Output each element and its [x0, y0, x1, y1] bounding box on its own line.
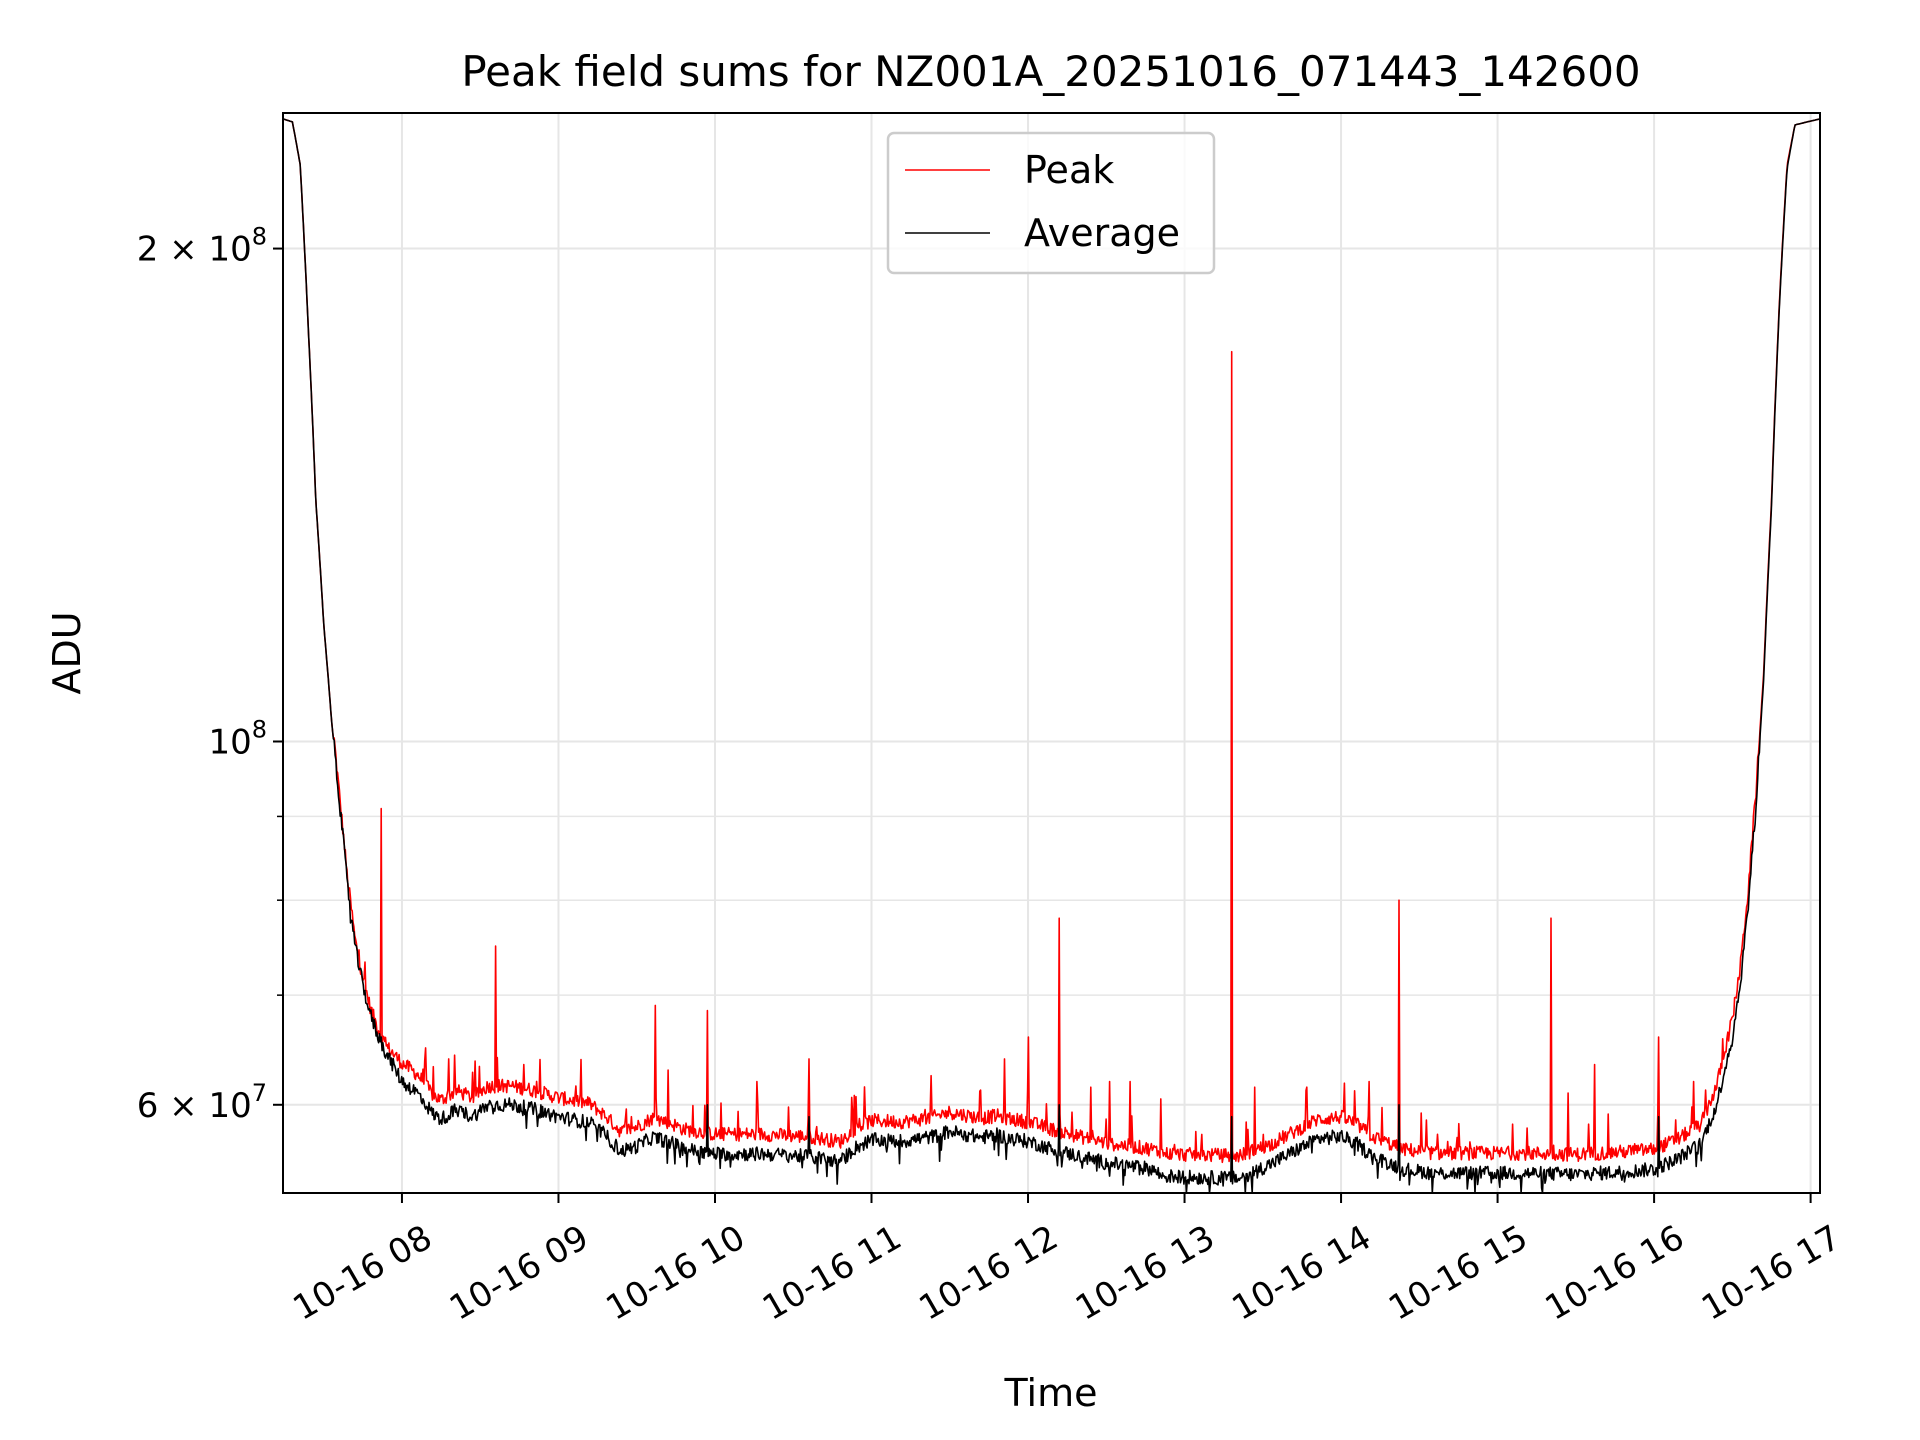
chart-title: Peak field sums for NZ001A_20251016_0714…: [461, 47, 1640, 96]
y-tick-label-2: 2 × 108: [137, 223, 267, 270]
legend-box: [886, 131, 1216, 275]
x-axis-label: Time: [1004, 1371, 1098, 1415]
series-line-average: [282, 118, 1821, 1194]
y-tick-label-0: 6 × 107: [137, 1079, 267, 1126]
legend: Peak Average: [886, 131, 1216, 275]
series-line-peak: [282, 118, 1821, 1164]
legend-label-average: Average: [1024, 211, 1180, 255]
series-layer: [282, 118, 1821, 1194]
plot-area-frame: [282, 112, 1821, 1194]
grid: [283, 113, 1820, 1193]
plot-area-background: [283, 113, 1820, 1193]
y-axis-label: ADU: [45, 611, 89, 694]
legend-label-peak: Peak: [1024, 148, 1114, 192]
